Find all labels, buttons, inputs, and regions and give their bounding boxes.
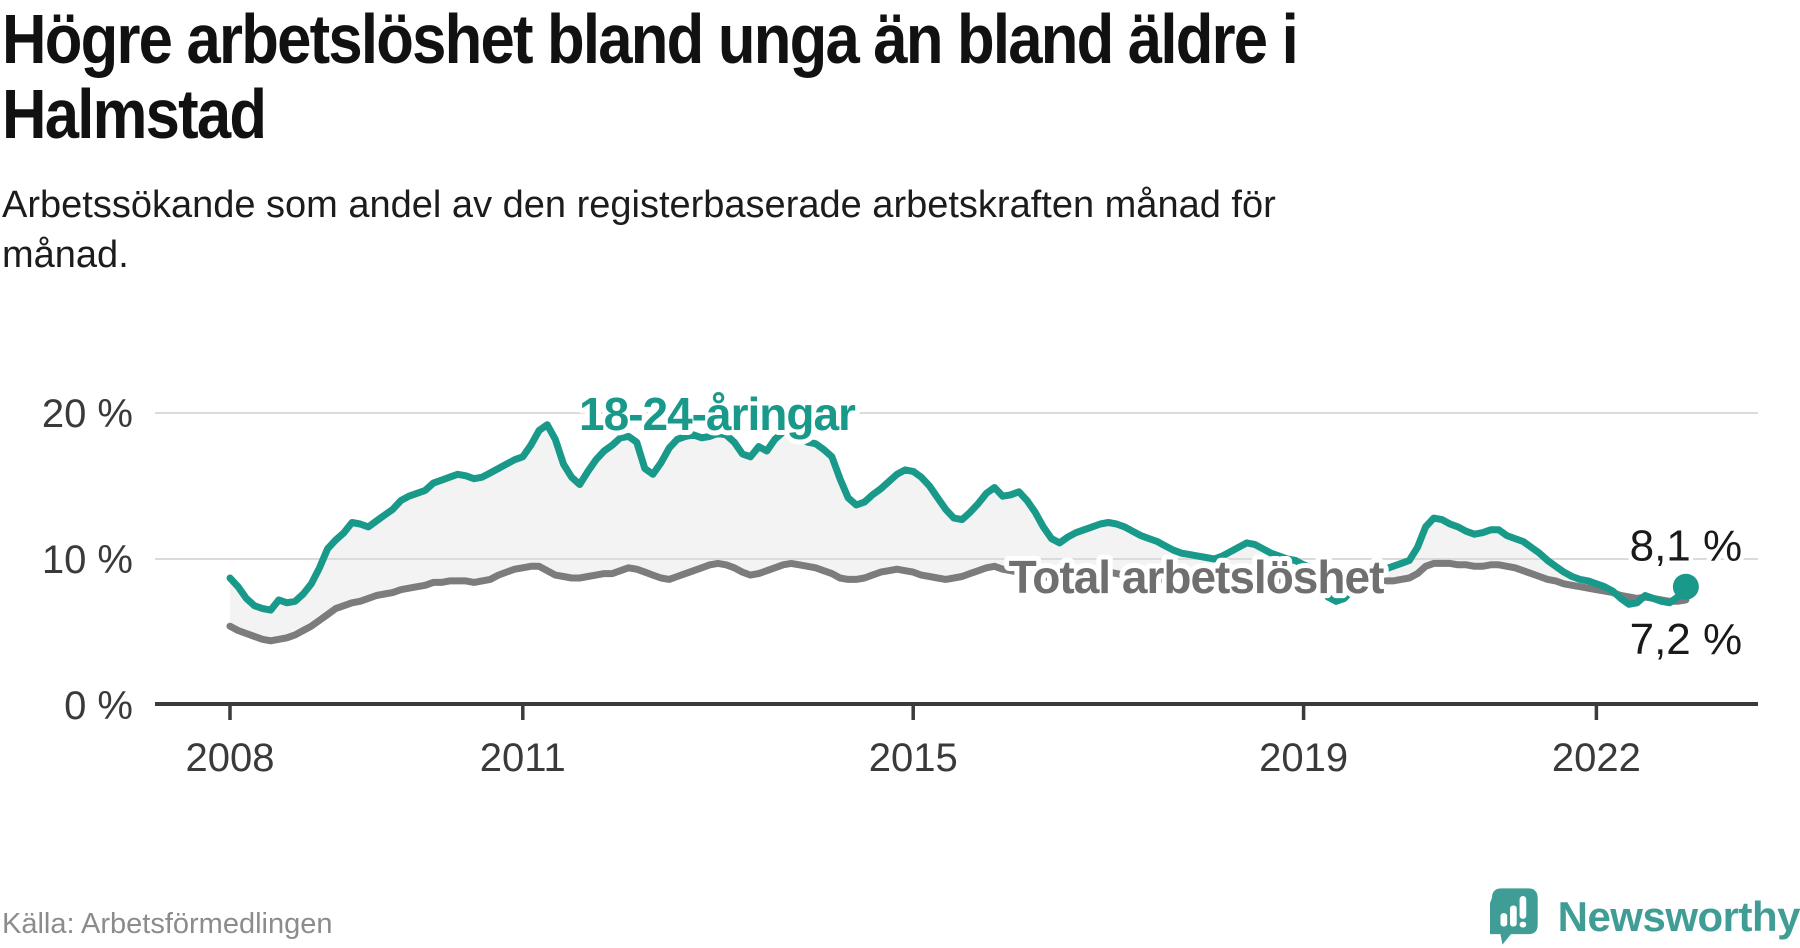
page-title: Högre arbetslöshet bland unga än bland ä… (2, 0, 1299, 153)
x-tick-label-2022: 2022 (1552, 736, 1641, 780)
newsworthy-logo-icon (1490, 888, 1538, 945)
y-tick-label-0: 0 % (64, 684, 133, 728)
y-tick-label-20: 20 % (42, 392, 133, 436)
x-tick-label-2015: 2015 (869, 736, 958, 780)
end-label-total: 7,2 % (1630, 615, 1743, 664)
source-credit: Källa: Arbetsförmedlingen (2, 908, 333, 940)
chart-subtitle: Arbetssökande som andel av den registerb… (2, 184, 1276, 277)
x-tick-label-2008: 2008 (186, 736, 275, 780)
series-end-dot (1672, 573, 1699, 600)
y-tick-label-10: 10 % (42, 538, 133, 582)
x-tick-label-2011: 2011 (480, 736, 566, 780)
series-line-youth (226, 421, 1690, 614)
newsworthy-brand: Newsworthy (1490, 885, 1800, 948)
newsworthy-wordmark: Newsworthy (1557, 892, 1800, 940)
series-line-total (226, 559, 1690, 645)
end-label-youth: 8,1 % (1630, 522, 1743, 571)
series-label-total: Total arbetslöshet (1009, 551, 1384, 603)
x-tick-label-2019: 2019 (1259, 736, 1348, 780)
series-label-youth: 18-24-åringar (579, 388, 856, 440)
band-fill (230, 424, 1686, 641)
